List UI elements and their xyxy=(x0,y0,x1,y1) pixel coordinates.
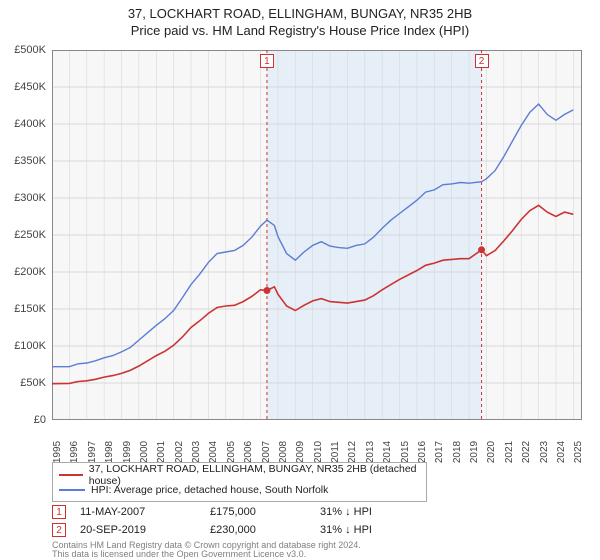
chart-container: 37, LOCKHART ROAD, ELLINGHAM, BUNGAY, NR… xyxy=(0,0,600,560)
plot-svg xyxy=(52,50,582,420)
sales-marker: 2 xyxy=(52,523,66,537)
title-block: 37, LOCKHART ROAD, ELLINGHAM, BUNGAY, NR… xyxy=(0,0,600,38)
x-tick-label: 2021 xyxy=(504,441,515,463)
y-tick-label: £100K xyxy=(14,340,46,352)
x-axis-labels: 1995 1996 1997 1998 1999 2000 2001 2002 2003 2004… xyxy=(52,422,582,462)
y-tick-label: £500K xyxy=(14,44,46,56)
legend-swatch xyxy=(59,489,85,491)
sales-table: 1 11-MAY-2007£175,00031% ↓ HPI 2 20-SEP-201… xyxy=(52,503,582,539)
footer-line-2: This data is licensed under the Open Gov… xyxy=(52,550,361,559)
x-tick-label: 2007 xyxy=(261,441,272,463)
chart-subtitle: Price paid vs. HM Land Registry's House … xyxy=(0,23,600,38)
y-tick-label: £200K xyxy=(14,266,46,278)
legend-row: 37, LOCKHART ROAD, ELLINGHAM, BUNGAY, NR… xyxy=(59,467,420,482)
legend: 37, LOCKHART ROAD, ELLINGHAM, BUNGAY, NR… xyxy=(52,462,427,502)
x-tick-label: 2008 xyxy=(278,441,289,463)
y-tick-label: £50K xyxy=(20,377,46,389)
legend-swatch xyxy=(59,474,83,476)
x-tick-label: 2022 xyxy=(521,441,532,463)
x-tick-label: 2024 xyxy=(556,441,567,463)
x-tick-label: 2009 xyxy=(295,441,306,463)
x-tick-label: 1998 xyxy=(104,441,115,463)
x-tick-label: 2016 xyxy=(417,441,428,463)
x-tick-label: 2013 xyxy=(365,441,376,463)
legend-label: HPI: Average price, detached house, Sout… xyxy=(91,484,328,496)
x-tick-label: 2018 xyxy=(452,441,463,463)
x-tick-label: 2003 xyxy=(191,441,202,463)
x-tick-label: 2012 xyxy=(347,441,358,463)
footer-attribution: Contains HM Land Registry data © Crown c… xyxy=(52,541,361,560)
sales-marker: 1 xyxy=(52,505,66,519)
plot-area: 12 xyxy=(52,50,582,420)
x-tick-label: 2015 xyxy=(400,441,411,463)
sale-marker-2: 2 xyxy=(475,54,489,68)
x-tick-label: 2001 xyxy=(156,441,167,463)
sales-hpi: 31% ↓ HPI xyxy=(320,506,420,518)
x-tick-label: 1995 xyxy=(52,441,63,463)
y-tick-label: £450K xyxy=(14,81,46,93)
x-tick-label: 2002 xyxy=(174,441,185,463)
sales-row: 2 20-SEP-2019£230,00031% ↓ HPI xyxy=(52,521,582,539)
sales-price: £230,000 xyxy=(210,524,320,536)
x-tick-label: 2023 xyxy=(539,441,550,463)
x-tick-label: 1997 xyxy=(87,441,98,463)
x-tick-label: 1996 xyxy=(69,441,80,463)
y-tick-label: £0 xyxy=(34,414,46,426)
y-tick-label: £400K xyxy=(14,118,46,130)
chart-title: 37, LOCKHART ROAD, ELLINGHAM, BUNGAY, NR… xyxy=(0,6,600,21)
x-tick-label: 1999 xyxy=(122,441,133,463)
y-tick-label: £250K xyxy=(14,229,46,241)
x-tick-label: 2010 xyxy=(313,441,324,463)
x-tick-label: 2025 xyxy=(573,441,584,463)
x-tick-label: 2014 xyxy=(382,441,393,463)
y-axis-labels: £0£50K£100K£150K£200K£250K£300K£350K£400… xyxy=(2,50,50,420)
sales-row: 1 11-MAY-2007£175,00031% ↓ HPI xyxy=(52,503,582,521)
x-tick-label: 2005 xyxy=(226,441,237,463)
y-tick-label: £150K xyxy=(14,303,46,315)
y-tick-label: £300K xyxy=(14,192,46,204)
sale-marker-1: 1 xyxy=(260,54,274,68)
x-tick-label: 2019 xyxy=(469,441,480,463)
sales-price: £175,000 xyxy=(210,506,320,518)
x-tick-label: 2000 xyxy=(139,441,150,463)
sales-date: 20-SEP-2019 xyxy=(80,524,210,536)
y-tick-label: £350K xyxy=(14,155,46,167)
sales-hpi: 31% ↓ HPI xyxy=(320,524,420,536)
x-tick-label: 2017 xyxy=(434,441,445,463)
x-tick-label: 2011 xyxy=(330,441,341,463)
x-tick-label: 2006 xyxy=(243,441,254,463)
x-tick-label: 2020 xyxy=(486,441,497,463)
x-tick-label: 2004 xyxy=(208,441,219,463)
sales-date: 11-MAY-2007 xyxy=(80,506,210,518)
